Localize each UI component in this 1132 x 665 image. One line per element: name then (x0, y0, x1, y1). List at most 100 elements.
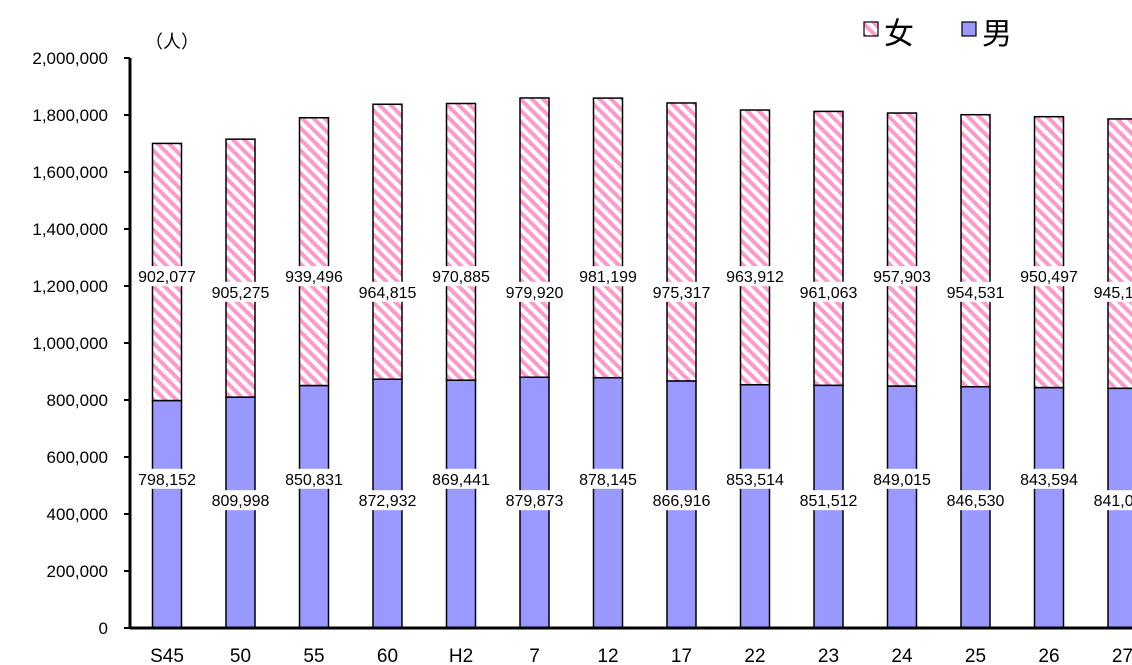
data-label-female: 954,531 (947, 285, 1005, 302)
x-tick-label: 17 (671, 646, 692, 665)
y-tick-label: 800,000 (47, 391, 108, 410)
data-label-male-bg (720, 468, 790, 489)
data-label-female: 905,275 (212, 285, 270, 302)
data-label-female-bg (646, 281, 717, 302)
bar-male (739, 383, 771, 629)
data-label-male-bg (1014, 468, 1084, 489)
bar-male (225, 396, 256, 629)
bar-male (151, 399, 183, 629)
data-label-male: 872,932 (359, 493, 417, 510)
bars (151, 97, 1132, 629)
bar-male (445, 379, 477, 629)
legend-swatch (961, 21, 977, 37)
data-label-female-bg (352, 281, 423, 302)
x-tick-label: 22 (744, 646, 765, 665)
data-label-male: 851,512 (800, 493, 858, 510)
data-label-male-bg (1087, 490, 1132, 511)
y-tick-label: 1,400,000 (32, 220, 108, 239)
data-label-male: 849,015 (873, 472, 931, 489)
x-tick-label: 55 (303, 646, 324, 665)
bar-female (519, 97, 550, 378)
y-tick-label: 600,000 (47, 448, 108, 467)
data-label-male: 853,514 (726, 472, 784, 489)
data-label-male: 869,441 (432, 472, 490, 489)
data-label-male: 843,594 (1020, 472, 1078, 489)
bar-female (1033, 115, 1065, 389)
data-label-female-bg (1014, 266, 1084, 287)
bar-female (960, 113, 991, 388)
x-tick-label: 24 (891, 646, 913, 665)
data-labels: 902,077 798,152 905,275 809,998 939,496 850,8… (132, 266, 1132, 511)
data-label-female-bg (205, 281, 276, 302)
data-label-female: 945,124 (1094, 285, 1132, 302)
data-label-male-bg (646, 490, 717, 511)
legend: 女男 (863, 17, 1012, 52)
data-label-male: 841,049 (1094, 493, 1132, 510)
data-label-male: 846,530 (947, 493, 1005, 510)
bar-female (445, 102, 477, 381)
data-label-male-bg (573, 468, 643, 489)
data-label-female: 970,885 (432, 269, 490, 286)
data-label-female-bg (426, 266, 496, 287)
bar-female (298, 117, 330, 387)
x-tick-label: 26 (1038, 646, 1059, 665)
data-label-male-bg (352, 490, 423, 511)
y-axis: 0 200,000 400,000 600,000 800,000 1,000,000 1,… (32, 49, 132, 638)
bar-female (372, 103, 403, 380)
data-label-male: 866,916 (653, 493, 711, 510)
data-label-female-bg (867, 266, 937, 287)
data-label-female-bg (940, 281, 1011, 302)
data-label-male: 850,831 (285, 472, 343, 489)
y-tick-label: 0 (99, 619, 108, 638)
data-label-female: 981,199 (579, 269, 637, 286)
bar-female (225, 138, 256, 398)
x-tick-label: 27 (1112, 646, 1132, 665)
data-label-female-bg (793, 281, 864, 302)
data-label-female-bg (720, 266, 790, 287)
legend-swatch (863, 21, 879, 37)
bar-male (592, 376, 624, 629)
data-label-female: 961,063 (800, 285, 858, 302)
data-label-male: 879,873 (506, 493, 564, 510)
data-label-male-bg (940, 490, 1011, 511)
bar-female (886, 112, 918, 387)
x-tick-label: H2 (449, 646, 473, 665)
data-label-female: 964,815 (359, 285, 417, 302)
data-label-female: 950,497 (1020, 269, 1078, 286)
data-label-male-bg (867, 468, 937, 489)
bar-female (1107, 118, 1132, 390)
bar-male (1033, 386, 1065, 629)
y-tick-label: 1,200,000 (32, 277, 108, 296)
data-label-male-bg (279, 468, 349, 489)
data-label-male-bg (499, 490, 570, 511)
legend-label: 女 (884, 17, 914, 52)
data-label-male: 798,152 (138, 472, 196, 489)
y-tick-label: 2,000,000 (32, 49, 108, 68)
x-tick-label: 7 (529, 646, 540, 665)
y-tick-label: 1,600,000 (32, 163, 108, 182)
data-label-female: 963,912 (726, 269, 784, 286)
data-label-male-bg (132, 468, 202, 489)
data-label-female-bg (1087, 281, 1132, 302)
y-tick-label: 400,000 (47, 505, 108, 524)
data-label-male-bg (426, 468, 496, 489)
data-label-male: 878,145 (579, 472, 637, 489)
data-label-male-bg (793, 490, 864, 511)
data-label-female: 979,920 (506, 285, 564, 302)
y-tick-label: 200,000 (47, 562, 108, 581)
x-tick-label: 60 (377, 646, 398, 665)
x-tick-label: 23 (818, 646, 839, 665)
x-tick-label: 50 (230, 646, 251, 665)
bar-female (813, 110, 844, 387)
data-label-female: 902,077 (138, 269, 196, 286)
data-label-female-bg (499, 281, 570, 302)
data-label-female-bg (573, 266, 643, 287)
x-tick-label: S45 (150, 646, 184, 665)
x-axis: S45 50 55 60 H2 7 12 17 22 23 24 25 26 27 (130, 626, 1132, 665)
legend-label: 男 (982, 17, 1012, 52)
data-label-male: 809,998 (212, 493, 270, 510)
y-tick-label: 1,800,000 (32, 106, 108, 125)
x-tick-label: 25 (965, 646, 986, 665)
bar-female (739, 109, 771, 386)
